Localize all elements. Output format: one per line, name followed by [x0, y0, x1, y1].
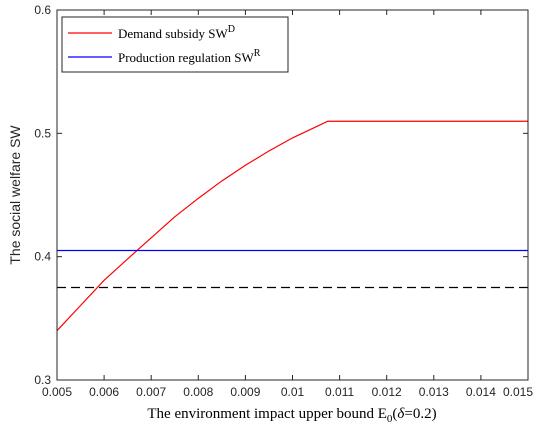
x-axis-label-subscript: 0	[387, 413, 393, 425]
series-layer	[56, 120, 528, 332]
y-axis-label: The social welfare SW	[7, 125, 23, 265]
x-tick-label: 0.005	[42, 385, 72, 399]
y-tick-label: 0.6	[34, 3, 51, 17]
legend-label-production-sup: R	[254, 48, 261, 59]
x-tick-label: 0.015	[503, 385, 533, 399]
x-tick-label: 0.013	[419, 385, 449, 399]
x-ticks: 0.005 0.006 0.007 0.008 0.009 0.01 0.011 0.012 0…	[42, 10, 533, 399]
x-axis-label-rest: =0.2)	[404, 406, 436, 422]
y-ticks: 0.3 0.4 0.5 0.6	[34, 3, 528, 387]
x-axis-label-paren: (	[392, 406, 397, 422]
x-axis-label: The environment impact upper bound E0(δ=…	[147, 406, 436, 425]
x-tick-label: 0.01	[281, 385, 305, 399]
legend-label-demand: Demand subsidy SWD	[118, 24, 235, 41]
legend-box	[61, 16, 289, 73]
legend-label-production: Production regulation SWR	[118, 48, 261, 65]
x-axis-label-delta: δ	[397, 406, 405, 422]
series-line-0	[56, 120, 528, 332]
y-tick-label: 0.4	[34, 250, 51, 264]
x-tick-label: 0.012	[372, 385, 402, 399]
x-axis-label-main: The environment impact upper bound E	[147, 406, 387, 422]
legend-label-demand-sup: D	[228, 24, 235, 35]
x-tick-label: 0.006	[89, 385, 119, 399]
y-tick-label: 0.3	[34, 373, 51, 387]
legend-label-production-main: Production regulation SW	[118, 50, 254, 65]
x-tick-label: 0.011	[325, 385, 354, 399]
x-tick-label: 0.009	[230, 385, 260, 399]
legend-label-demand-main: Demand subsidy SW	[118, 26, 229, 41]
x-tick-label: 0.014	[466, 385, 496, 399]
x-tick-label: 0.007	[136, 385, 166, 399]
x-tick-label: 0.008	[183, 385, 213, 399]
legend: Demand subsidy SWD Production regulation…	[61, 16, 289, 73]
y-tick-label: 0.5	[34, 126, 51, 140]
